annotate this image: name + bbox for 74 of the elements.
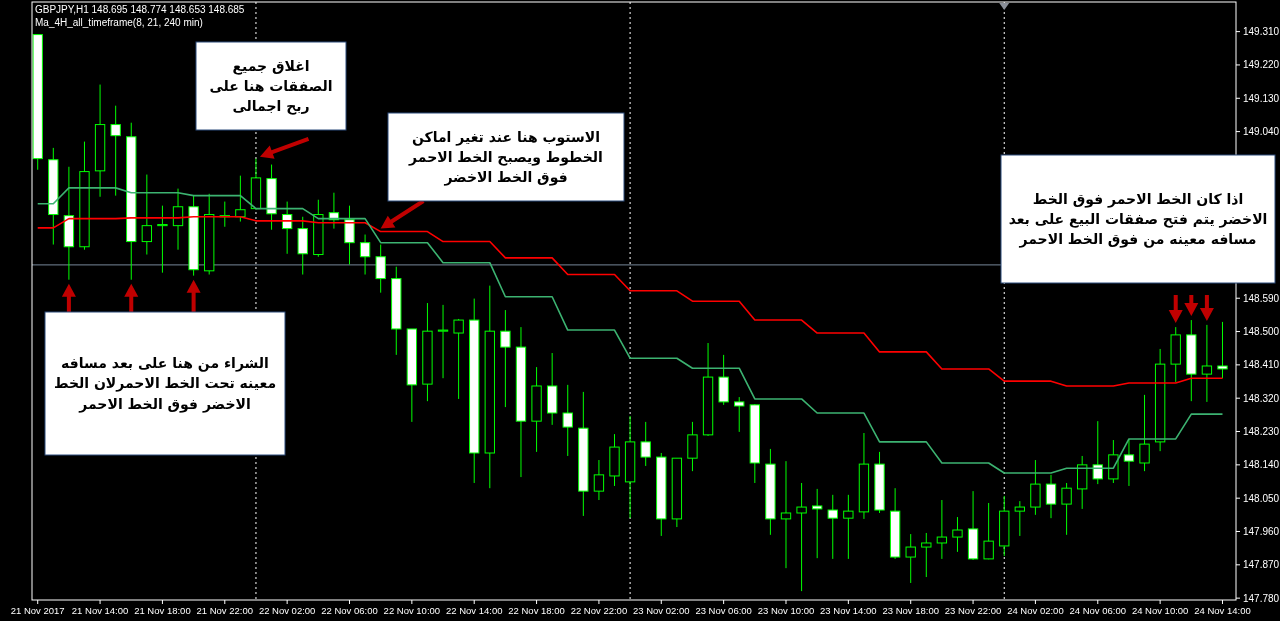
x-tick-label: 22 Nov 14:00 (445, 605, 503, 616)
candlestick (983, 502, 994, 560)
candlestick (1030, 459, 1041, 516)
x-tick-label: 23 Nov 14:00 (820, 605, 877, 616)
candlestick (843, 494, 854, 560)
x-tick-label: 23 Nov 10:00 (757, 605, 815, 616)
y-tick-label: 147.780 (1243, 592, 1280, 604)
candlestick (375, 244, 386, 294)
candlestick (640, 421, 651, 467)
y-tick-label: 148.050 (1243, 492, 1280, 504)
candlestick (1045, 474, 1057, 519)
candlestick (921, 532, 932, 578)
y-tick-label: 149.310 (1243, 26, 1280, 38)
x-tick-label: 23 Nov 18:00 (882, 605, 939, 616)
annotation: اذا كان الخط الاحمر فوق الخط الاخضر يتم فتح صفقات البيع على بعد مسافه معينه من فوق الخط الاحمر (1007, 189, 1269, 250)
chart-title: GBPJPY,H1 148.695 148.774 148.653 148.685 (35, 4, 245, 15)
candlestick (1123, 438, 1135, 487)
candlestick (1014, 500, 1025, 537)
y-tick-label: 149.040 (1243, 126, 1280, 138)
candlestick (780, 460, 792, 569)
x-tick-label: 24 Nov 10:00 (1131, 605, 1189, 616)
candlestick (1061, 482, 1072, 536)
candlestick (936, 499, 948, 560)
x-tick-label: 23 Nov 06:00 (695, 605, 752, 616)
candlestick (1139, 394, 1150, 472)
y-tick-label: 148.590 (1243, 292, 1280, 304)
candlestick (905, 533, 916, 584)
x-tick-label: 23 Nov 22:00 (944, 605, 1002, 616)
candlestick (157, 205, 168, 274)
annotation: الاستوب هنا عند تغير اماكن الخطوط ويصبح الخط الاحمر فوق الخط الاخضر (407, 127, 604, 188)
candlestick (359, 234, 371, 276)
x-tick-label: 22 Nov 18:00 (508, 605, 565, 616)
x-tick-label: 22 Nov 22:00 (570, 605, 628, 616)
candlestick (827, 494, 838, 560)
candlestick (562, 384, 573, 457)
x-tick-label: 23 Nov 02:00 (633, 605, 690, 616)
y-tick-label: 148.410 (1243, 359, 1280, 371)
x-tick-label: 24 Nov 14:00 (1194, 605, 1251, 616)
candlestick (952, 516, 963, 553)
x-tick-label: 22 Nov 02:00 (258, 605, 316, 616)
y-tick-label: 148.320 (1243, 392, 1280, 404)
candlestick (437, 304, 449, 379)
y-tick-label: 147.870 (1243, 559, 1280, 571)
y-tick-label: 148.140 (1243, 459, 1280, 471)
y-tick-label: 149.220 (1243, 59, 1280, 71)
candlestick (1201, 324, 1213, 403)
annotation: الشراء من هنا على بعد مسافه معينه تحت الخط الاحمرلان الخط الاخضر فوق الخط الاحمر (52, 354, 278, 414)
candlestick (687, 421, 698, 472)
x-tick-label: 24 Nov 02:00 (1007, 605, 1064, 616)
candlestick (593, 459, 605, 501)
text: Ma_4H_all_timeframe(8, 21, 240 min) (35, 17, 203, 28)
y-tick-label: 147.960 (1243, 526, 1280, 537)
x-tick-label: 21 Nov 18:00 (134, 605, 191, 616)
x-tick-label: 22 Nov 10:00 (383, 605, 441, 616)
candlestick (812, 488, 823, 559)
candlestick (141, 174, 153, 256)
candlestick (796, 482, 807, 592)
candlestick (500, 309, 511, 408)
candlestick (453, 318, 464, 400)
x-tick-label: 21 Nov 14:00 (71, 605, 129, 616)
x-tick-label: 21 Nov 2017 (10, 605, 65, 616)
y-tick-label: 149.130 (1243, 92, 1280, 104)
candlestick (734, 396, 745, 433)
candlestick (235, 175, 246, 223)
y-tick-label: 148.500 (1243, 326, 1280, 338)
x-tick-label: 21 Nov 22:00 (196, 605, 254, 616)
candlestick (1217, 321, 1228, 379)
annotation: اغلاق جميع الصفقات هنا على ربح اجمالى (208, 56, 334, 117)
candlestick (110, 105, 121, 197)
x-tick-label: 22 Nov 06:00 (321, 605, 378, 616)
candlestick (344, 205, 355, 266)
y-tick-label: 148.230 (1243, 426, 1280, 438)
candlestick (1092, 420, 1103, 485)
x-tick-label: 24 Nov 06:00 (1069, 605, 1127, 616)
